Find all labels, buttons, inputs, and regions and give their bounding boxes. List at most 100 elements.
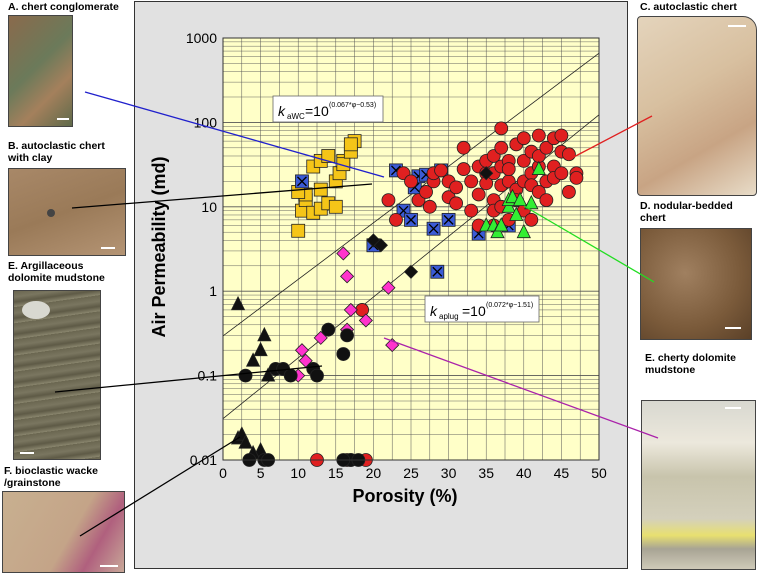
data-point-diamond <box>340 269 355 284</box>
data-point-circle <box>562 185 576 199</box>
caption-a: A. chert conglomerate <box>8 1 119 13</box>
data-point-circle <box>554 166 569 181</box>
data-point-circle <box>562 147 576 162</box>
data-point-circle <box>554 128 569 143</box>
data-point-square <box>291 223 306 238</box>
y-tick-label: 0.01 <box>190 452 217 468</box>
caption-e-right: E. cherty dolomite mudstone <box>645 352 737 376</box>
data-point-triangle <box>230 295 246 311</box>
eq-awc-base: =10 <box>305 103 329 119</box>
data-point-circle <box>422 199 437 214</box>
data-point-diamond <box>358 313 373 328</box>
eq-awc-sub: aWC <box>287 112 305 121</box>
scale-bar <box>728 25 746 27</box>
data-point-square-x <box>441 212 456 227</box>
chart-frame: 0 5 10 15 20 25 30 35 40 45 50 0.01 0.1 1 10 100 1000 P… <box>134 1 628 569</box>
square-x-cross <box>432 266 443 277</box>
caption-c: C. autoclastic chert <box>640 1 737 13</box>
data-point-triangle <box>512 191 528 207</box>
equation-aplug: k aplug =10 (0.072*φ−1.51) <box>424 295 540 323</box>
x-tick-labels: 0 5 10 15 20 25 30 35 40 45 50 <box>219 465 607 481</box>
data-point-circle <box>516 153 531 168</box>
data-point-square-x <box>295 174 309 189</box>
data-point-circle <box>494 140 509 155</box>
data-point-circle <box>321 322 336 337</box>
data-point-circle <box>531 128 546 143</box>
data-point-square <box>321 149 336 163</box>
y-tick-label: 1000 <box>186 30 217 46</box>
x-tick-label: 30 <box>441 465 457 481</box>
data-point-triangle <box>531 160 546 175</box>
x-tick-label: 15 <box>328 465 344 481</box>
x-axis-label: Porosity (%) <box>352 486 457 506</box>
data-point-square <box>336 157 351 172</box>
data-point-triangle <box>509 206 524 221</box>
y-tick-labels: 0.01 0.1 1 10 100 1000 <box>186 30 217 468</box>
data-point-circle <box>464 203 479 218</box>
data-point-diamond <box>403 264 419 279</box>
photo-cherty-dolomite-mudstone <box>641 400 756 570</box>
square-x-cross <box>428 223 439 234</box>
data-point-circle <box>456 140 471 155</box>
eq-aplug-sub: aplug <box>439 312 459 321</box>
x-tick-label: 40 <box>516 465 532 481</box>
x-tick-label: 50 <box>591 465 607 481</box>
data-point-square <box>328 199 343 214</box>
eq-aplug-base: =10 <box>462 303 486 319</box>
caption-e-left: E. Argillaceous dolomite mudstone <box>8 260 105 284</box>
data-point-circle <box>419 185 433 199</box>
eq-aplug-exp: (0.072*φ−1.51) <box>486 302 533 309</box>
eq-aplug-k: k <box>430 303 438 319</box>
data-point-circle <box>471 187 486 202</box>
y-tick-label: 0.1 <box>198 368 218 384</box>
data-point-circle <box>524 212 539 227</box>
data-point-diamond <box>336 246 351 261</box>
data-point-circle <box>494 121 509 136</box>
data-point-circle <box>449 180 464 195</box>
photo-autoclastic-chert-with-clay <box>8 168 126 256</box>
data-point-circle <box>456 162 471 176</box>
data-point-circle <box>501 162 516 176</box>
data-point-circle <box>310 368 324 383</box>
data-point-circle <box>340 328 354 343</box>
data-point-triangle <box>257 326 272 342</box>
data-point-triangle <box>238 434 253 449</box>
data-point-triangle <box>253 341 268 357</box>
scale-bar <box>20 452 34 454</box>
x-tick-label: 0 <box>219 465 227 481</box>
x-tick-label: 35 <box>478 465 494 481</box>
caption-f: F. bioclastic wacke /grainstone <box>4 465 98 489</box>
data-point-square-x <box>430 264 445 279</box>
y-tick-label: 100 <box>194 114 218 130</box>
eq-awc-exp: (0.067*φ−0.53) <box>329 102 376 109</box>
scale-bar <box>57 118 69 120</box>
fit-line-kaWC <box>222 52 600 337</box>
caption-d: D. nodular-bedded chert <box>640 200 733 224</box>
data-point-circle <box>464 174 479 189</box>
data-point-diamond <box>373 238 388 253</box>
data-point-circle <box>404 174 418 189</box>
data-point-diamond <box>381 280 396 295</box>
data-point-circle <box>539 193 554 208</box>
data-point-square-x <box>396 203 411 218</box>
scale-bar <box>725 327 741 329</box>
x-tick-label: 10 <box>290 465 306 481</box>
data-point-diamond <box>479 166 494 181</box>
x-tick-label: 5 <box>257 465 265 481</box>
y-tick-label: 10 <box>201 199 217 215</box>
white-patch <box>22 301 50 319</box>
data-point-triangle <box>494 217 509 232</box>
data-point-square-x <box>426 221 441 236</box>
photo-bioclastic-wacke <box>2 491 125 573</box>
data-point-circle <box>569 170 584 185</box>
scale-bar <box>101 247 115 249</box>
photo-nodular-bedded-chert <box>640 228 752 340</box>
data-point-square-x <box>404 212 418 227</box>
data-point-square <box>313 182 328 197</box>
x-tick-label: 25 <box>403 465 419 481</box>
data-point-circle <box>283 368 298 383</box>
data-point-circle <box>434 163 448 178</box>
scale-bar <box>100 565 118 567</box>
photo-chert-conglomerate <box>8 15 73 127</box>
data-point-diamond <box>294 343 310 358</box>
